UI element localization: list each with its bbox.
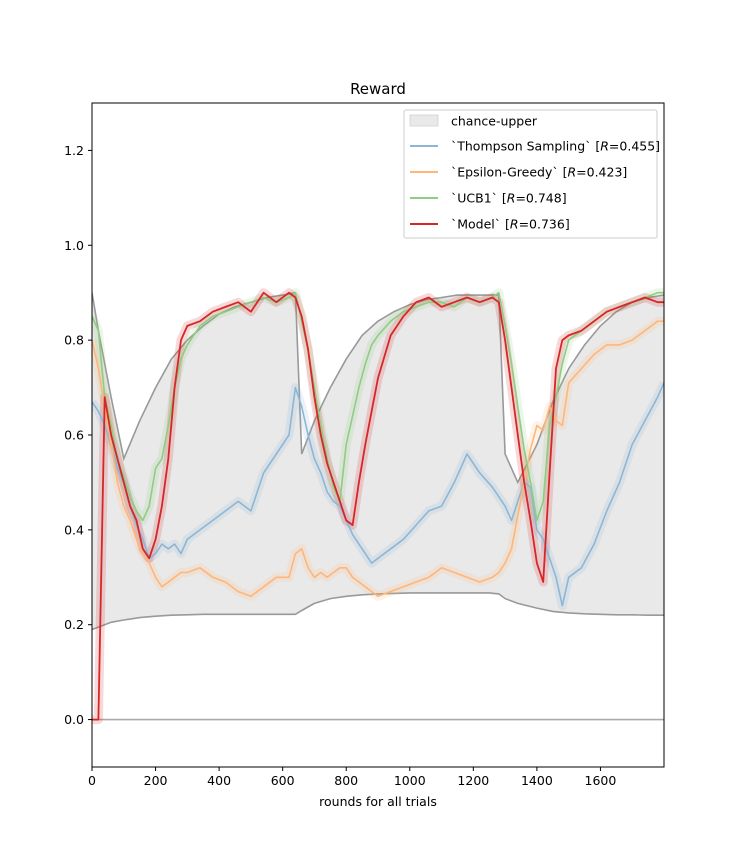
chance-band-fill <box>92 292 664 630</box>
x-tick-label: 600 <box>271 773 295 788</box>
legend-label: `Thompson Sampling` [R=0.455] <box>451 139 660 154</box>
x-tick-label: 800 <box>334 773 358 788</box>
series-line-0 <box>92 382 664 607</box>
y-tick-label: 0.4 <box>64 522 84 537</box>
series-line-3 <box>92 291 664 721</box>
x-tick-label: 1600 <box>585 773 617 788</box>
y-tick-label: 0.2 <box>64 617 84 632</box>
series-line-2 <box>92 291 664 522</box>
legend-swatch-chance-upper <box>409 114 439 127</box>
legend-label: `Epsilon-Greedy` [R=0.423] <box>451 165 627 180</box>
legend-box <box>403 109 658 239</box>
x-tick-label: 1000 <box>394 773 426 788</box>
y-tick-label: 1.0 <box>64 238 84 253</box>
legend: chance-upper `Thompson Sampling` [R=0.455… <box>403 109 660 239</box>
legend-label: `UCB1` [R=0.748] <box>451 191 567 206</box>
x-tick-label: 200 <box>144 773 168 788</box>
chart-title: Reward <box>350 80 406 98</box>
y-tick-label: 0.0 <box>64 712 84 727</box>
y-tick-label: 0.8 <box>64 333 84 348</box>
series-line-1 <box>92 320 664 598</box>
x-tick-label: 1400 <box>521 773 553 788</box>
plot-area <box>92 288 664 725</box>
legend-label: chance-upper <box>451 114 538 129</box>
y-tick-label: 0.6 <box>64 428 84 443</box>
y-tick-label: 1.2 <box>64 143 84 158</box>
x-tick-label: 1200 <box>457 773 489 788</box>
legend-label: `Model` [R=0.736] <box>451 217 570 232</box>
x-axis-label: rounds for all trials <box>319 794 437 809</box>
chance-band-lower-line <box>92 592 664 631</box>
x-tick-label: 0 <box>88 773 96 788</box>
x-tick-label: 400 <box>207 773 231 788</box>
